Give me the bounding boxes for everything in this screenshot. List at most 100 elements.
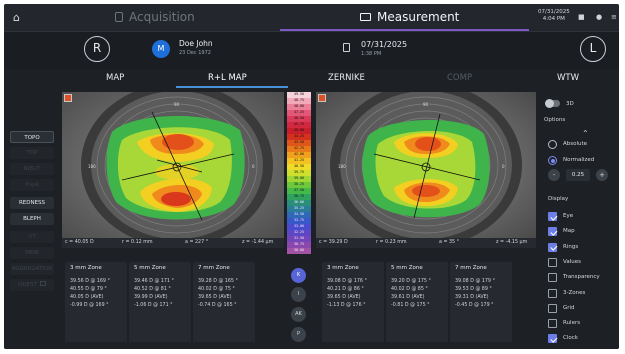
user-icon[interactable]: ● [596,13,603,21]
checkbox-label: Transparency [563,274,600,281]
checkbox-grid[interactable] [548,303,557,313]
options-title: Options [544,117,566,123]
tab-rl-map[interactable]: R+L MAP [208,73,247,83]
menu-icon[interactable]: ≡ [611,13,617,21]
step-plus-button[interactable]: + [596,169,608,181]
sidebar-item-topo[interactable]: TOPO [10,131,54,143]
patient-name: Doe John [179,39,213,48]
camera-icon[interactable]: ■ [578,13,585,21]
app-window: ⌂ Acquisition Measurement 07/31/2025 4:04… [4,4,619,349]
zone-value: 40.55 D @ 79 ° [70,287,107,292]
right-eye-zone-5mm: 5 mm Zone 39.46 D @ 171 ° 40.52 D @ 81 °… [129,262,191,342]
scale-cell: 48.75 [287,98,311,104]
scale-cell: 43.50 [287,140,311,146]
left-eye-map-image: 90 0 180 [316,92,538,238]
zone-value: -1.06 D @ 171 ° [134,303,173,308]
left-eye-map[interactable]: 90 0 180 [316,92,538,238]
checkbox-transparency[interactable] [548,273,557,283]
tab-comp[interactable]: COMP [447,73,473,83]
step-value[interactable]: 0.25 [566,169,590,181]
scale-cell: 49.50 [287,92,311,98]
current-time: 4:04 PM [542,16,565,22]
checkbox-label: Map [563,228,575,235]
zone-value: 39.61 D (AVE) [391,295,425,300]
left-eye-zone-3mm: 3 mm Zone 39.08 D @ 176 ° 40.21 D @ 86 °… [322,262,384,342]
right-eye-button[interactable]: R [84,36,110,62]
step-minus-button[interactable]: - [548,169,560,181]
checkbox-map[interactable] [548,227,557,237]
scale-cell: 31.50 [287,236,311,242]
checkbox-eye[interactable] [548,212,557,221]
checkbox-rings[interactable] [548,242,557,252]
sidebar-item-pupil[interactable]: Pupil [10,179,54,191]
3d-label: 3D [566,101,574,107]
checkbox-rulers[interactable] [548,319,557,329]
zone-value: 39.65 D (AVE) [327,295,361,300]
zone-value: 39.08 D @ 176 ° [327,279,367,284]
checkbox-values[interactable] [548,257,557,267]
acquisition-tab[interactable]: Acquisition [115,10,195,24]
active-tab-underline [176,86,288,88]
tab-map[interactable]: MAP [106,73,125,83]
scale-cell: 41.25 [287,158,311,164]
patient-dob: 23 Dec 1972 [179,50,211,56]
zone-value: 40.05 D (AVE) [70,295,104,300]
right-eye-zone-3mm: 3 mm Zone 39.56 D @ 169 ° 40.55 D @ 79 °… [65,262,127,342]
sidebar-item-ot[interactable]: OT [10,231,54,243]
checkbox-label: 3-Zones [563,289,586,296]
sidebar-item-bleph[interactable]: BLEPH [10,213,54,225]
zone-value: 40.52 D @ 81 ° [134,287,171,292]
sidebar-item-nibut[interactable]: NIBUT [10,163,54,175]
current-date: 07/31/2025 [538,9,570,15]
absolute-label: Absolute [563,141,588,147]
tab-wtw[interactable]: WTW [557,73,580,83]
checkbox-clock[interactable] [548,334,557,344]
checkbox-3-zones[interactable] [548,288,557,298]
scale-cell: 33.75 [287,218,311,224]
sidebar-item-aggregation[interactable]: AGGREGATION [10,263,54,275]
normalized-radio[interactable] [548,156,557,165]
acquisition-label: Acquisition [129,10,195,24]
checkbox-label: Grid [563,304,575,311]
scale-cell: 34.50 [287,212,311,218]
stat-curvature: c = 39.29 D [319,240,348,245]
keratometric-button[interactable]: K [291,268,306,283]
scale-cell: 33.00 [287,224,311,230]
right-eye-zone-7mm: 7 mm Zone 39.28 D @ 165 ° 40.02 D @ 75 °… [193,262,255,342]
left-eye-button[interactable]: L [580,36,606,62]
svg-text:180: 180 [338,164,346,169]
avatar: M [152,40,170,58]
view-tabs: MAP R+L MAP ZERNIKE COMP WTW [62,69,619,89]
right-eye-map[interactable]: 90 0 180 [62,92,284,238]
zone-value: -0.74 D @ 165 ° [198,303,237,308]
sidebar-item-redness[interactable]: REDNESS [10,197,54,209]
zone-value: -1.13 D @ 176 ° [327,303,366,308]
sidebar-item-quest[interactable]: QUEST [10,279,54,291]
zone-value: -0.81 D @ 175 ° [391,303,430,308]
collapse-chevron-icon[interactable]: ⌃ [582,129,589,138]
absolute-radio[interactable] [548,140,557,149]
instantaneous-button[interactable]: I [291,287,306,302]
sidebar-item-meib[interactable]: MEIB [10,247,54,259]
home-icon[interactable]: ⌂ [13,11,20,24]
measurement-underline [280,29,529,31]
stat-curvature: c = 40.05 D [65,240,94,245]
zone-value: 39.20 D @ 175 ° [391,279,431,284]
color-scale: 49.50 48.75 48.00 47.25 46.50 45.75 45.00 44.25… [287,92,311,254]
measurement-label: Measurement [377,10,460,24]
3d-toggle[interactable] [545,99,560,108]
sidebar-item-top[interactable]: TOP [10,147,54,159]
zone-title: 3 mm Zone [327,265,359,271]
scale-cell: 30.75 [287,242,311,248]
power-button[interactable]: P [291,327,306,342]
measurement-tab[interactable]: Measurement [360,10,459,24]
scale-cell: 40.50 [287,164,311,170]
document-icon [343,43,350,52]
zone-value: 39.99 D (AVE) [134,295,168,300]
scale-cell: 44.25 [287,134,311,140]
stat-radius: r = 0.23 mm [376,240,407,245]
scale-cell: 47.25 [287,110,311,116]
tab-zernike[interactable]: ZERNIKE [328,73,365,83]
patient-bar: R M Doe John 23 Dec 1972 07/31/2025 1:38… [4,32,619,69]
axial-k-button[interactable]: AK [291,307,306,322]
